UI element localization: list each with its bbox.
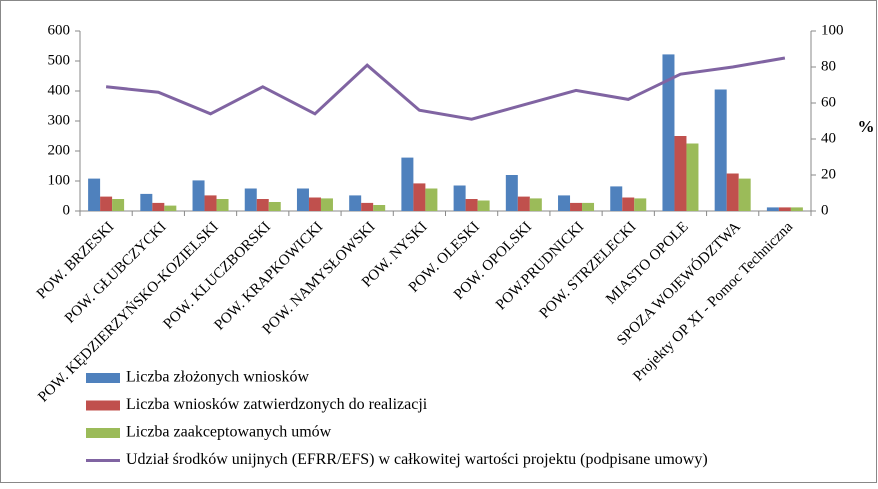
bar (320, 198, 333, 211)
bar (662, 54, 675, 212)
bar (308, 197, 321, 211)
bar (373, 205, 386, 211)
y-tick-label: 600 (48, 22, 71, 38)
bar (517, 196, 530, 211)
bar (529, 198, 542, 211)
y2-tick-label: 80 (821, 58, 836, 74)
bar (204, 195, 217, 211)
bar (726, 173, 739, 211)
y2-tick-label: 0 (821, 202, 829, 218)
bar (465, 199, 478, 211)
bar (558, 195, 571, 211)
bar (361, 202, 374, 211)
bar (622, 197, 635, 211)
bar (296, 188, 309, 211)
y2-tick-label: 20 (821, 166, 836, 182)
bar (112, 199, 125, 211)
bar (268, 202, 281, 211)
y-tick-label: 200 (48, 142, 71, 158)
legend-label: Udział środków unijnych (EFRR/EFS) w cał… (126, 451, 708, 468)
legend-label: Liczba zaakceptowanych umów (126, 424, 332, 441)
bar (686, 143, 699, 211)
bar (453, 185, 466, 211)
y-tick-label: 400 (48, 82, 71, 98)
legend-label: Liczba wniosków zatwierdzonych do realiz… (126, 396, 428, 413)
bar (610, 186, 623, 211)
bar (88, 178, 101, 211)
legend-marker (86, 428, 120, 438)
bar (714, 89, 727, 211)
bar (192, 180, 205, 211)
y2-axis-label: % (858, 117, 875, 136)
bar (505, 175, 518, 211)
bar (634, 198, 647, 211)
legend-marker (86, 400, 120, 411)
bar (152, 202, 165, 211)
bar (100, 196, 113, 211)
bar (570, 202, 583, 211)
bar (244, 188, 257, 211)
y2-tick-label: 100 (821, 22, 844, 38)
bar (582, 202, 595, 211)
line-series (105, 56, 786, 121)
bar (790, 207, 803, 211)
bar (140, 193, 153, 211)
bar (164, 205, 177, 211)
bar (413, 183, 426, 211)
legend-label: Liczba złożonych wniosków (126, 369, 310, 386)
bar (778, 207, 791, 211)
bar (477, 200, 490, 211)
bar (349, 195, 362, 211)
y2-tick-label: 60 (821, 94, 836, 110)
bar (674, 136, 687, 211)
bar (401, 157, 414, 211)
y-tick-label: 0 (63, 202, 71, 218)
y2-tick-label: 40 (821, 130, 836, 146)
y-tick-label: 300 (48, 112, 71, 128)
y-tick-label: 100 (48, 172, 71, 188)
bar (256, 199, 269, 211)
bar (766, 207, 779, 211)
y-tick-label: 500 (48, 52, 71, 68)
bar (425, 188, 438, 211)
bar (738, 178, 751, 211)
legend-marker (86, 373, 120, 383)
bar (216, 199, 229, 211)
